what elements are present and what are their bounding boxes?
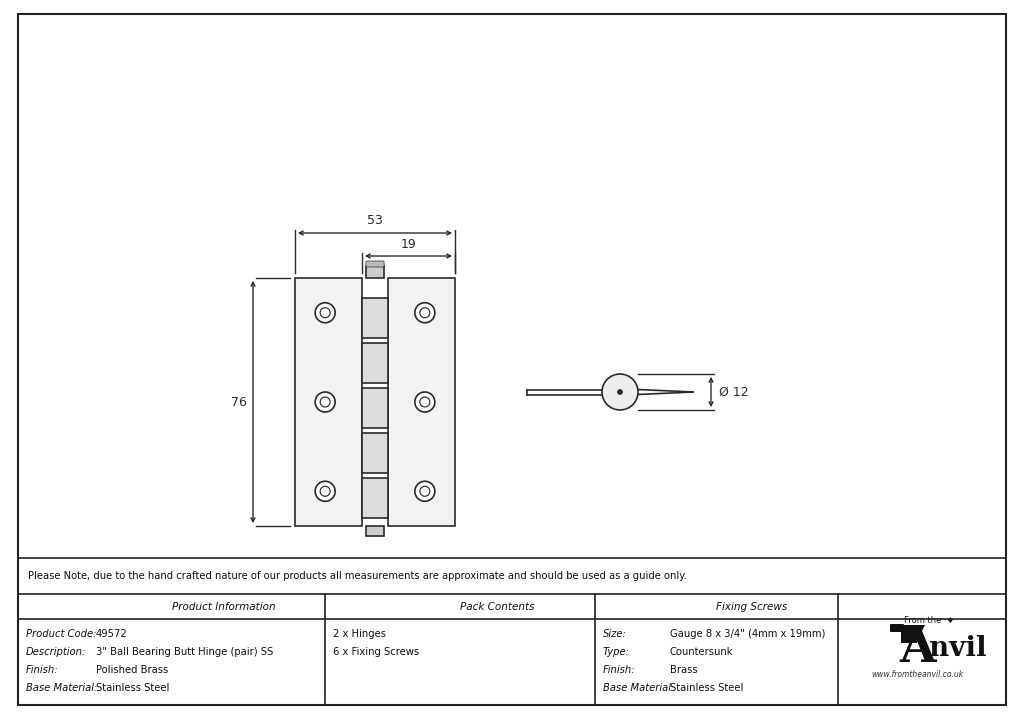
Text: Ø 12: Ø 12 (719, 385, 749, 398)
Circle shape (321, 486, 330, 496)
Text: 19: 19 (400, 238, 417, 251)
Text: Finish:: Finish: (603, 665, 636, 675)
Text: 53: 53 (367, 214, 383, 227)
Bar (366, 266, 384, 278)
Text: A: A (899, 626, 936, 672)
Bar (366, 526, 384, 536)
Text: www.fromtheanvil.co.uk: www.fromtheanvil.co.uk (871, 670, 963, 679)
Text: Stainless Steel: Stainless Steel (670, 683, 743, 693)
Text: 2 x Hinges: 2 x Hinges (333, 629, 386, 639)
Text: Gauge 8 x 3/4" (4mm x 19mm): Gauge 8 x 3/4" (4mm x 19mm) (670, 629, 825, 639)
Text: Description:: Description: (26, 647, 86, 657)
Text: nvil: nvil (929, 636, 987, 662)
Text: Polished Brass: Polished Brass (96, 665, 168, 675)
Bar (362, 478, 388, 518)
Text: 49572: 49572 (96, 629, 128, 639)
Bar (362, 388, 388, 428)
Circle shape (415, 303, 435, 323)
Text: Fixing Screws: Fixing Screws (717, 602, 787, 611)
Text: 6 x Fixing Screws: 6 x Fixing Screws (333, 647, 419, 657)
Text: From the  ♦: From the ♦ (904, 616, 954, 625)
Circle shape (321, 308, 330, 318)
Polygon shape (895, 625, 925, 631)
Circle shape (315, 392, 335, 412)
Circle shape (415, 481, 435, 501)
Text: Please Note, due to the hand crafted nature of our products all measurements are: Please Note, due to the hand crafted nat… (28, 571, 687, 581)
Text: 76: 76 (231, 395, 247, 408)
Text: 3" Ball Bearing Butt Hinge (pair) SS: 3" Ball Bearing Butt Hinge (pair) SS (96, 647, 273, 657)
Circle shape (420, 397, 430, 407)
Bar (362, 343, 388, 383)
FancyBboxPatch shape (890, 624, 904, 632)
Text: Finish:: Finish: (26, 665, 58, 675)
Circle shape (415, 392, 435, 412)
Text: Type:: Type: (603, 647, 630, 657)
Circle shape (420, 486, 430, 496)
Text: Product Information: Product Information (171, 602, 275, 611)
Text: Size:: Size: (603, 629, 627, 639)
Circle shape (617, 390, 623, 395)
FancyBboxPatch shape (366, 261, 384, 267)
Circle shape (315, 303, 335, 323)
Text: Product Code:: Product Code: (26, 629, 96, 639)
Bar (362, 433, 388, 473)
Bar (295, 278, 362, 526)
Bar (388, 278, 455, 526)
Text: Countersunk: Countersunk (670, 647, 733, 657)
Text: Stainless Steel: Stainless Steel (96, 683, 169, 693)
Circle shape (420, 308, 430, 318)
Circle shape (315, 481, 335, 501)
Text: Brass: Brass (670, 665, 697, 675)
Bar (362, 298, 388, 337)
Text: Base Material:: Base Material: (603, 683, 675, 693)
Polygon shape (901, 631, 919, 643)
Ellipse shape (602, 374, 638, 410)
Text: Pack Contents: Pack Contents (460, 602, 535, 611)
Circle shape (321, 397, 330, 407)
Text: Base Material:: Base Material: (26, 683, 97, 693)
